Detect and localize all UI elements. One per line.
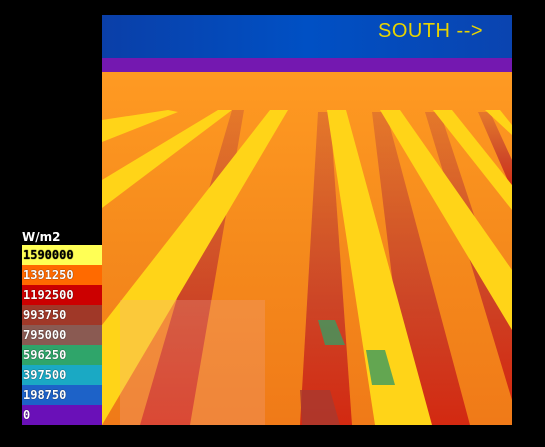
legend-entry: 0 bbox=[22, 405, 102, 425]
panel-shadow bbox=[372, 112, 470, 425]
legend-entry: 1590000 bbox=[22, 245, 102, 265]
panel-row bbox=[485, 110, 512, 135]
legend-entry: 596250 bbox=[22, 345, 102, 365]
panel-row bbox=[380, 110, 512, 330]
legend-entry: 198750 bbox=[22, 385, 102, 405]
panel-shadow bbox=[300, 112, 352, 425]
panel-row bbox=[433, 110, 512, 210]
legend-unit: W/m2 bbox=[22, 230, 61, 244]
legend-entry: 795000 bbox=[22, 325, 102, 345]
shadow-patch bbox=[300, 390, 340, 425]
legend-entry: 993750 bbox=[22, 305, 102, 325]
panel-shadow bbox=[478, 112, 512, 190]
legend-entry: 1192500 bbox=[22, 285, 102, 305]
shadow-patch bbox=[318, 320, 345, 345]
panel-row bbox=[102, 110, 232, 208]
sky-band bbox=[102, 15, 512, 58]
legend-entry: 397500 bbox=[22, 365, 102, 385]
panel-row bbox=[102, 110, 178, 142]
shadow-patch bbox=[366, 350, 395, 385]
panel-row bbox=[327, 110, 432, 425]
direction-label: SOUTH --> bbox=[378, 20, 484, 42]
horizon-band bbox=[102, 58, 512, 72]
legend-entry: 1391250 bbox=[22, 265, 102, 285]
overlay-box bbox=[120, 300, 265, 425]
panel-row bbox=[102, 110, 288, 425]
